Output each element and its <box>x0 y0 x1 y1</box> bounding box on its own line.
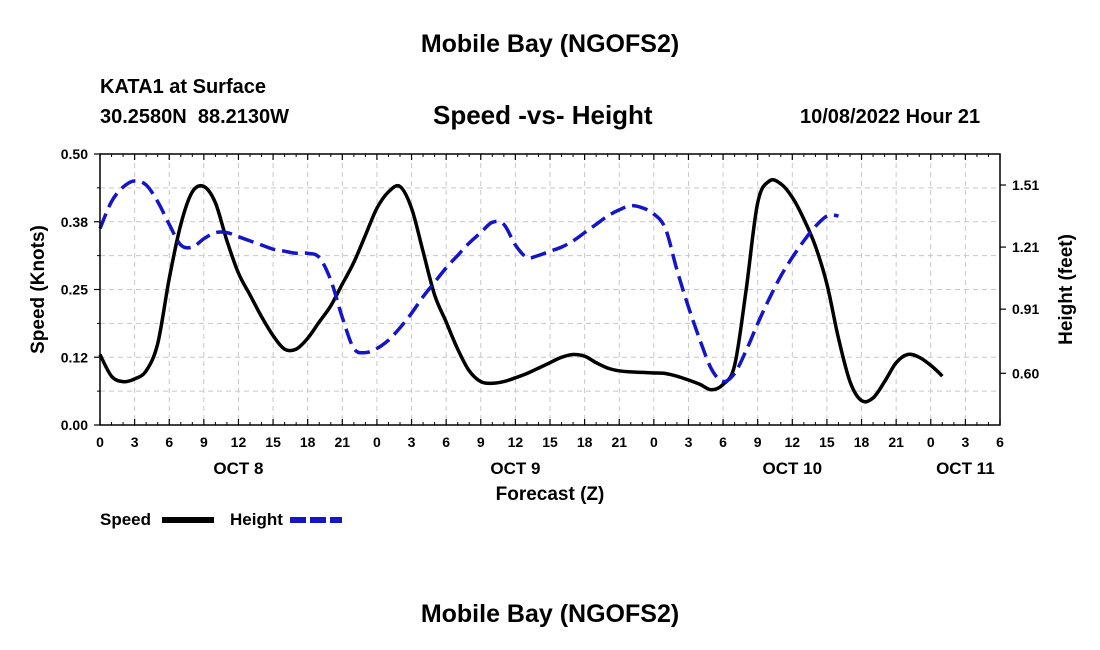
legend-label-height: Height <box>230 510 283 529</box>
x-tick-label: 0 <box>373 434 381 450</box>
x-tick-label: 9 <box>200 434 208 450</box>
x-tick-label: 6 <box>719 434 727 450</box>
grid-lines <box>100 154 1000 425</box>
x-tick-label: 15 <box>265 434 281 450</box>
date-label: OCT 11 <box>936 459 995 478</box>
y-left-axis-title: Speed (Knots) <box>28 225 49 354</box>
x-axis-title: Forecast (Z) <box>496 484 605 505</box>
footer-title: Mobile Bay (NGOFS2) <box>420 600 680 628</box>
date-label: OCT 9 <box>490 459 540 478</box>
chart-main-title: Mobile Bay (NGOFS2) <box>420 30 680 58</box>
x-tick-label: 12 <box>231 434 247 450</box>
axis-labels: 0 3 6 9 12 15 18 21 0 3 6 9 12 15 18 21 0 3 6 9 12 15 18 21 0 3 6O… <box>28 146 1077 505</box>
date-label: OCT 8 <box>213 459 263 478</box>
x-tick-label: 21 <box>611 434 627 450</box>
legend: Speed Height <box>100 510 342 529</box>
x-tick-label: 21 <box>888 434 904 450</box>
x-tick-label: 3 <box>685 434 693 450</box>
series-layer <box>98 178 944 404</box>
x-tick-label: 18 <box>577 434 593 450</box>
x-tick-label: 6 <box>442 434 450 450</box>
x-tick-label: 0 <box>927 434 935 450</box>
x-tick-label: 12 <box>508 434 524 450</box>
axis-ticks <box>94 153 1006 426</box>
x-tick-label: 6 <box>165 434 173 450</box>
x-tick-label: 0 <box>650 434 658 450</box>
x-tick-label: 15 <box>542 434 558 450</box>
x-tick-label: 0 <box>96 434 104 450</box>
chart-subtitle: Speed -vs- Height <box>433 100 653 130</box>
series-line-height <box>98 179 839 384</box>
y-left-tick-label: 0.12 <box>61 349 88 365</box>
y-left-tick-label: 0.25 <box>61 282 88 298</box>
x-tick-label: 9 <box>754 434 762 450</box>
x-tick-label: 9 <box>477 434 485 450</box>
y-left-tick-label: 0.00 <box>61 417 88 433</box>
series-line-speed <box>98 178 944 404</box>
legend-label-speed: Speed <box>100 510 151 529</box>
y-left-tick-label: 0.50 <box>61 146 88 162</box>
x-tick-label: 18 <box>854 434 870 450</box>
y-right-tick-label: 1.21 <box>1012 239 1039 255</box>
x-tick-label: 3 <box>408 434 416 450</box>
x-tick-label: 21 <box>335 434 351 450</box>
x-tick-label: 15 <box>819 434 835 450</box>
station-label: KATA1 at Surface <box>100 76 266 98</box>
forecast-datetime: 10/08/2022 Hour 21 <box>800 106 981 128</box>
y-right-tick-label: 0.60 <box>1012 365 1039 381</box>
x-tick-label: 6 <box>996 434 1004 450</box>
x-tick-label: 3 <box>131 434 139 450</box>
x-tick-label: 18 <box>300 434 316 450</box>
x-tick-label: 3 <box>961 434 969 450</box>
y-left-tick-label: 0.38 <box>61 214 88 230</box>
station-coordinates: 30.2580N 88.2130W <box>100 106 290 128</box>
y-right-axis-title: Height (feet) <box>1056 234 1077 345</box>
y-right-tick-label: 0.91 <box>1012 301 1039 317</box>
y-right-tick-label: 1.51 <box>1012 177 1039 193</box>
date-label: OCT 10 <box>763 459 823 478</box>
x-tick-label: 12 <box>785 434 801 450</box>
